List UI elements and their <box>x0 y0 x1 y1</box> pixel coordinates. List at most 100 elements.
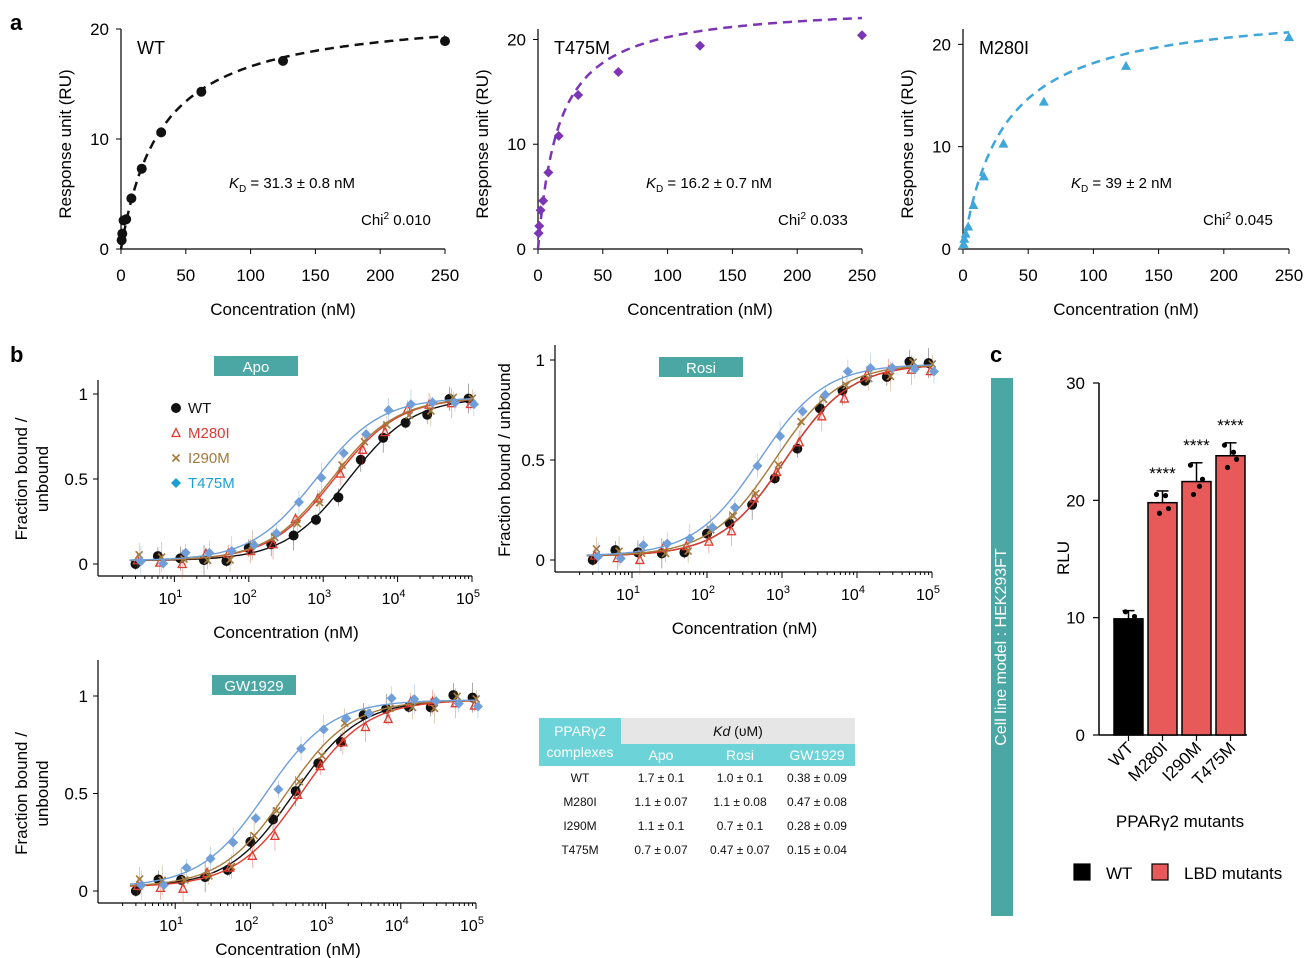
legend-swatch <box>1151 863 1169 881</box>
data-point <box>272 806 281 815</box>
data-point <box>227 862 236 871</box>
data-point <box>338 448 349 459</box>
data-point <box>181 862 192 873</box>
data-point <box>449 397 460 408</box>
legend-label: I290M <box>188 450 230 467</box>
data-point <box>273 784 284 795</box>
significance-marker: **** <box>1183 436 1210 455</box>
x-tick-label: 0 <box>116 266 125 285</box>
y-tick-label: 0 <box>942 240 951 259</box>
y-tick-label: 0.5 <box>64 785 88 804</box>
data-point <box>796 417 806 426</box>
x-tick-label: 101 <box>616 584 640 604</box>
panel-label-b: b <box>10 342 23 367</box>
y-tick-label: 1 <box>79 687 88 706</box>
data-point <box>363 708 374 719</box>
replicate-point <box>1122 609 1129 615</box>
corner-line-2: complexes <box>546 744 614 760</box>
data-point <box>634 554 645 565</box>
x-tick-label: 104 <box>385 915 409 935</box>
legend-marker <box>171 453 181 463</box>
x-axis-label: Concentration (nM) <box>210 300 356 319</box>
data-point <box>117 228 128 239</box>
data-point <box>968 200 979 209</box>
replicate-point <box>1153 491 1160 498</box>
legend-marker <box>171 478 181 488</box>
data-point <box>857 30 867 41</box>
data-point <box>553 130 564 141</box>
y-axis-label-line-2: unbound <box>33 446 52 512</box>
data-point <box>315 498 324 507</box>
kd-label: Kd <box>713 723 731 739</box>
replicate-point <box>1224 464 1231 471</box>
kd-header: Kd (υM) <box>621 718 855 744</box>
x-tick-label: 101 <box>159 915 183 935</box>
y-tick-label: 10 <box>507 135 526 154</box>
data-point <box>534 220 545 231</box>
x-tick-label: 103 <box>310 915 334 935</box>
y-axis-label: RLU <box>1054 541 1073 575</box>
y-axis-label: Response unit (RU) <box>898 69 917 218</box>
data-point <box>408 703 417 712</box>
data-point <box>225 555 235 565</box>
data-point <box>382 420 391 430</box>
data-point <box>963 221 974 231</box>
x-tick-label: 200 <box>1210 266 1238 285</box>
data-point <box>158 880 169 891</box>
cell-value: 0.15 ± 0.04 <box>787 843 847 857</box>
data-point <box>774 460 783 469</box>
cell-line-banner: Cell line model : HEK293FT <box>991 378 1013 916</box>
cell-value: 0.38 ± 0.09 <box>787 771 847 785</box>
fit-curve <box>129 398 472 561</box>
bar-t475m <box>1215 454 1246 736</box>
y-tick-label: 0 <box>100 240 109 259</box>
table-row: I290M 1.1 ± 0.1 0.7 ± 0.1 0.28 ± 0.09 <box>539 814 855 838</box>
replicate-point <box>1221 442 1228 448</box>
x-tick-label: 50 <box>1019 266 1038 285</box>
data-point <box>121 214 132 225</box>
data-point <box>839 392 850 403</box>
data-point <box>842 366 853 377</box>
data-point <box>136 163 147 174</box>
panel-label-a: a <box>10 10 23 35</box>
data-point <box>797 406 808 417</box>
x-tick-label: 103 <box>307 588 331 608</box>
data-point <box>400 417 411 428</box>
cell-value: 0.7 ± 0.07 <box>634 843 688 857</box>
cell-value: 1.1 ± 0.07 <box>634 795 688 809</box>
data-point <box>751 489 760 498</box>
data-point <box>337 736 348 747</box>
data-point <box>178 882 189 893</box>
x-tick-label: 105 <box>460 915 484 935</box>
data-point <box>205 853 216 864</box>
row-name: WT <box>570 771 590 785</box>
y-tick-label: 0 <box>517 240 526 259</box>
fit-curve <box>129 699 476 887</box>
data-point <box>662 538 673 549</box>
data-point <box>472 701 483 712</box>
data-point <box>615 553 626 564</box>
data-point <box>247 849 258 860</box>
data-point <box>752 460 763 471</box>
kd-table: PPARγ2 complexes Kd (υM) Apo Rosi GW1929… <box>539 718 855 862</box>
plot-title: GW1929 <box>224 678 283 695</box>
bar-m280i <box>1147 501 1178 736</box>
x-tick-label: 102 <box>233 588 257 608</box>
data-point <box>316 472 327 483</box>
data-point <box>341 713 352 724</box>
replicate-point <box>1162 493 1169 499</box>
data-point <box>204 871 213 880</box>
data-point <box>360 437 369 446</box>
data-point <box>775 431 786 442</box>
x-tick-label: 104 <box>382 588 406 608</box>
data-point <box>226 546 237 556</box>
row-name: T475M <box>561 843 599 857</box>
y-tick-label: 10 <box>90 130 109 149</box>
panel-c: 0102030RLUWT****M280I****I290M****T475MP… <box>1054 374 1282 883</box>
data-point <box>405 399 416 410</box>
fit-curve <box>586 364 932 556</box>
data-point <box>1121 60 1131 70</box>
x-tick-label: 250 <box>848 266 876 285</box>
y-tick-label: 0 <box>1076 726 1085 745</box>
